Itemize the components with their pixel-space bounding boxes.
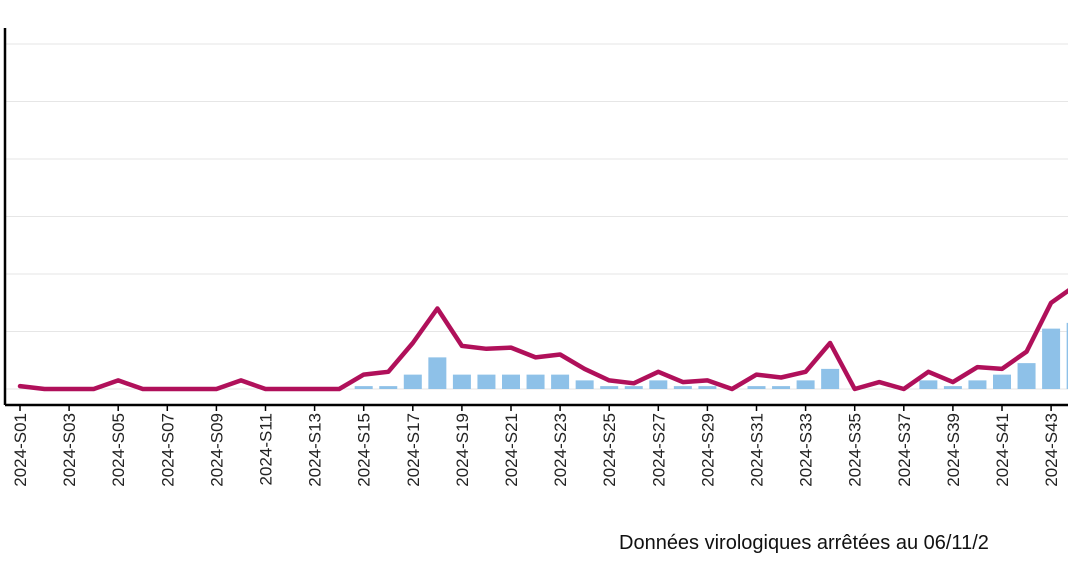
bar-2024-S41 xyxy=(993,374,1011,389)
x-tick-label: 2024-S05 xyxy=(109,413,128,487)
bar-2024-S26 xyxy=(624,386,643,389)
line-path xyxy=(17,288,1068,392)
bar-2024-S33 xyxy=(796,380,815,389)
bar-2024-S15 xyxy=(354,386,373,389)
line-series xyxy=(17,288,1068,392)
bar-2024-S44 xyxy=(1066,322,1068,389)
bar-2024-S34 xyxy=(821,368,840,389)
x-tick-label: 2024-S39 xyxy=(944,413,963,487)
bar-2024-S24 xyxy=(575,380,594,389)
x-tick-label: 2024-S01 xyxy=(11,413,30,487)
x-tick-label: 2024-S15 xyxy=(355,413,374,487)
x-tick-label: 2024-S43 xyxy=(1042,413,1061,487)
bar-2024-S23 xyxy=(551,374,570,389)
bar-2024-S25 xyxy=(600,386,619,389)
x-tick-label: 2024-S11 xyxy=(257,413,276,485)
bar-2024-S43 xyxy=(1042,328,1061,389)
bar-2024-S22 xyxy=(526,374,545,389)
bar-2024-S42 xyxy=(1017,363,1036,389)
bar-2024-S32 xyxy=(772,386,791,389)
x-tick-label: 2024-S21 xyxy=(502,413,521,487)
x-tick-label: 2024-S09 xyxy=(207,413,226,487)
data-source-footnote: Données virologiques arrêtées au 06/11/2 xyxy=(619,532,989,554)
bar-2024-S19 xyxy=(452,374,471,389)
bar-2024-S28 xyxy=(673,386,692,389)
x-tick-label: 2024-S33 xyxy=(797,413,816,487)
x-tick-label: 2024-S35 xyxy=(846,413,865,487)
bar-2024-S18 xyxy=(428,357,447,389)
x-tick-label: 2024-S37 xyxy=(895,413,914,487)
x-tick-label: 2024-S19 xyxy=(453,413,472,487)
x-axis-ticks: 2024-S01 2024-S03 2024-S05 2024-S07 2024-S09… xyxy=(11,405,1061,487)
bar-2024-S38 xyxy=(919,380,938,389)
bar-2024-S20 xyxy=(477,374,496,389)
bar-series xyxy=(354,322,1068,389)
x-tick-label: 2024-S25 xyxy=(600,413,619,487)
x-tick-label: 2024-S17 xyxy=(404,413,423,487)
bar-2024-S39 xyxy=(943,386,962,389)
x-tick-label: 2024-S29 xyxy=(698,413,717,487)
bar-2024-S31 xyxy=(747,386,766,389)
x-tick-label: 2024-S23 xyxy=(551,413,570,487)
bar-2024-S40 xyxy=(968,380,987,389)
x-tick-label: 2024-S13 xyxy=(306,413,325,487)
x-tick-label: 2024-S07 xyxy=(158,413,177,487)
bar-2024-S21 xyxy=(502,374,520,389)
gridlines xyxy=(5,43,1068,390)
bar-2024-S16 xyxy=(379,386,398,389)
axes xyxy=(3,28,1068,407)
bar-2024-S27 xyxy=(649,380,668,389)
bar-2024-S29 xyxy=(698,386,717,389)
bar-2024-S17 xyxy=(403,374,422,389)
x-tick-label: 2024-S03 xyxy=(60,413,79,487)
x-tick-label: 2024-S27 xyxy=(649,413,668,487)
x-tick-label: 2024-S31 xyxy=(748,413,767,487)
x-tick-label: 2024-S41 xyxy=(993,413,1012,487)
